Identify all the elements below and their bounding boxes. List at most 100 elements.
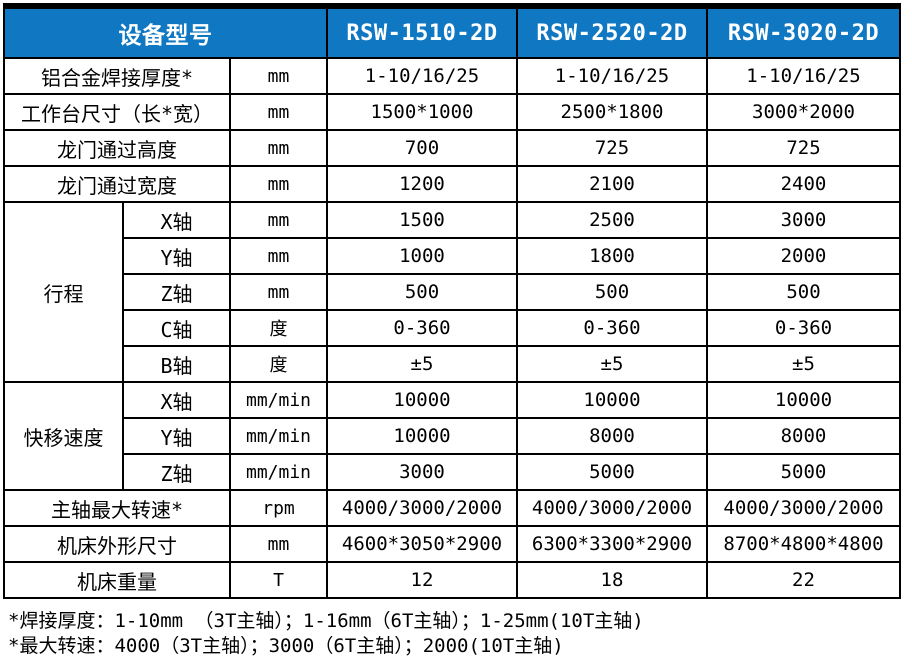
value-cell: 1-10/16/25 <box>516 57 708 95</box>
value-cell: 8000 <box>706 417 901 455</box>
row-label: 龙门通过高度 <box>3 129 231 167</box>
value-cell: 18 <box>516 561 708 599</box>
value-cell: 0-360 <box>706 309 901 347</box>
unit-cell: T <box>229 561 328 599</box>
axis-label: Z轴 <box>122 273 231 311</box>
value-cell: 5000 <box>706 453 901 491</box>
table-row: Y轴 mm 1000 1800 2000 <box>4 237 901 275</box>
value-cell: 4000/3000/2000 <box>516 489 708 527</box>
footnotes: *焊接厚度：1-10mm （3T主轴）；1-16mm（6T主轴）；1-25mm(… <box>8 609 912 659</box>
header-model-1: RSW-1510-2D <box>326 5 518 59</box>
unit-cell: 度 <box>229 345 328 383</box>
row-label: 机床重量 <box>3 561 231 599</box>
table-row: C轴 度 0-360 0-360 0-360 <box>4 309 901 347</box>
value-cell: 500 <box>326 273 518 311</box>
unit-cell: 度 <box>229 309 328 347</box>
value-cell: 2500 <box>516 201 708 239</box>
table-row: 龙门通过宽度 mm 1200 2100 2400 <box>3 165 901 203</box>
row-label: 龙门通过宽度 <box>3 165 231 203</box>
value-cell: 500 <box>516 273 708 311</box>
value-cell: 725 <box>706 129 901 167</box>
table-row: 行程 X轴 mm 1500 2500 3000 <box>3 201 901 383</box>
table-row: 机床重量 T 12 18 22 <box>3 561 901 599</box>
value-cell: ±5 <box>326 345 518 383</box>
value-cell: 4000/3000/2000 <box>706 489 901 527</box>
table-row: Z轴 mm/min 3000 5000 5000 <box>4 453 901 491</box>
axis-label: X轴 <box>122 381 231 419</box>
value-cell: 725 <box>516 129 708 167</box>
unit-cell: mm/min <box>229 453 328 491</box>
table-row: 主轴最大转速* rpm 4000/3000/2000 4000/3000/200… <box>3 489 901 527</box>
row-label: 主轴最大转速* <box>3 489 231 527</box>
value-cell: 4600*3050*2900 <box>326 525 518 563</box>
value-cell: 10000 <box>326 417 518 455</box>
header-model-label: 设备型号 <box>3 5 328 59</box>
value-cell: 1200 <box>326 165 518 203</box>
group-label-rapid-speed: 快移速度 <box>3 381 124 491</box>
value-cell: 8000 <box>516 417 708 455</box>
axis-label: Z轴 <box>122 453 231 491</box>
value-cell: 0-360 <box>516 309 708 347</box>
value-cell: 1-10/16/25 <box>706 57 901 95</box>
group-label-travel: 行程 <box>3 201 124 383</box>
unit-cell: mm <box>229 93 328 131</box>
value-cell: 1000 <box>326 237 518 275</box>
value-cell: 1500*1000 <box>326 93 518 131</box>
axis-label: C轴 <box>122 309 231 347</box>
value-cell: 3000 <box>326 453 518 491</box>
axis-label: Y轴 <box>122 237 231 275</box>
table-row: Z轴 mm 500 500 500 <box>4 273 901 311</box>
unit-cell: mm/min <box>229 381 328 419</box>
value-cell: 6300*3300*2900 <box>516 525 708 563</box>
value-cell: 0-360 <box>326 309 518 347</box>
value-cell: 5000 <box>516 453 708 491</box>
value-cell: 10000 <box>326 381 518 419</box>
table-row: 机床外形尺寸 mm 4600*3050*2900 6300*3300*2900 … <box>3 525 901 563</box>
value-cell: 3000*2000 <box>706 93 901 131</box>
value-cell: 22 <box>706 561 901 599</box>
spec-table: 设备型号 RSW-1510-2D RSW-2520-2D RSW-3020-2D… <box>3 3 901 599</box>
value-cell: ±5 <box>516 345 708 383</box>
unit-cell: mm <box>229 165 328 203</box>
row-label: 铝合金焊接厚度* <box>3 57 231 95</box>
value-cell: 2500*1800 <box>516 93 708 131</box>
value-cell: 12 <box>326 561 518 599</box>
value-cell: 8700*4800*4800 <box>706 525 901 563</box>
table-row: 快移速度 X轴 mm/min 10000 10000 10000 <box>3 381 901 491</box>
table-row: 龙门通过高度 mm 700 725 725 <box>3 129 901 167</box>
row-label: 工作台尺寸（长*宽） <box>3 93 231 131</box>
unit-cell: mm <box>229 237 328 275</box>
value-cell: 2000 <box>706 237 901 275</box>
value-cell: 700 <box>326 129 518 167</box>
table-row: B轴 度 ±5 ±5 ±5 <box>4 345 901 383</box>
footnote-welding-thickness: *焊接厚度：1-10mm （3T主轴）；1-16mm（6T主轴）；1-25mm(… <box>8 610 644 632</box>
value-cell: 2400 <box>706 165 901 203</box>
table-row: 铝合金焊接厚度* mm 1-10/16/25 1-10/16/25 1-10/1… <box>3 57 901 95</box>
value-cell: 10000 <box>706 381 901 419</box>
footnote-max-speed: *最大转速：4000（3T主轴）；3000（6T主轴）；2000(10T主轴) <box>8 635 564 657</box>
value-cell: 4000/3000/2000 <box>326 489 518 527</box>
table-row: 工作台尺寸（长*宽） mm 1500*1000 2500*1800 3000*2… <box>3 93 901 131</box>
axis-label: B轴 <box>122 345 231 383</box>
value-cell: 500 <box>706 273 901 311</box>
value-cell: 2100 <box>516 165 708 203</box>
header-model-2: RSW-2520-2D <box>516 5 708 59</box>
unit-cell: mm <box>229 273 328 311</box>
table-row: Y轴 mm/min 10000 8000 8000 <box>4 417 901 455</box>
header-model-3: RSW-3020-2D <box>706 5 901 59</box>
value-cell: 3000 <box>706 201 901 239</box>
value-cell: 1-10/16/25 <box>326 57 518 95</box>
unit-cell: mm <box>229 129 328 167</box>
row-label: 机床外形尺寸 <box>3 525 231 563</box>
value-cell: 10000 <box>516 381 708 419</box>
axis-label: Y轴 <box>122 417 231 455</box>
value-cell: 1500 <box>326 201 518 239</box>
unit-cell: mm/min <box>229 417 328 455</box>
unit-cell: rpm <box>229 489 328 527</box>
unit-cell: mm <box>229 201 328 239</box>
axis-label: X轴 <box>122 201 231 239</box>
header-row: 设备型号 RSW-1510-2D RSW-2520-2D RSW-3020-2D <box>3 5 901 59</box>
unit-cell: mm <box>229 57 328 95</box>
value-cell: 1800 <box>516 237 708 275</box>
